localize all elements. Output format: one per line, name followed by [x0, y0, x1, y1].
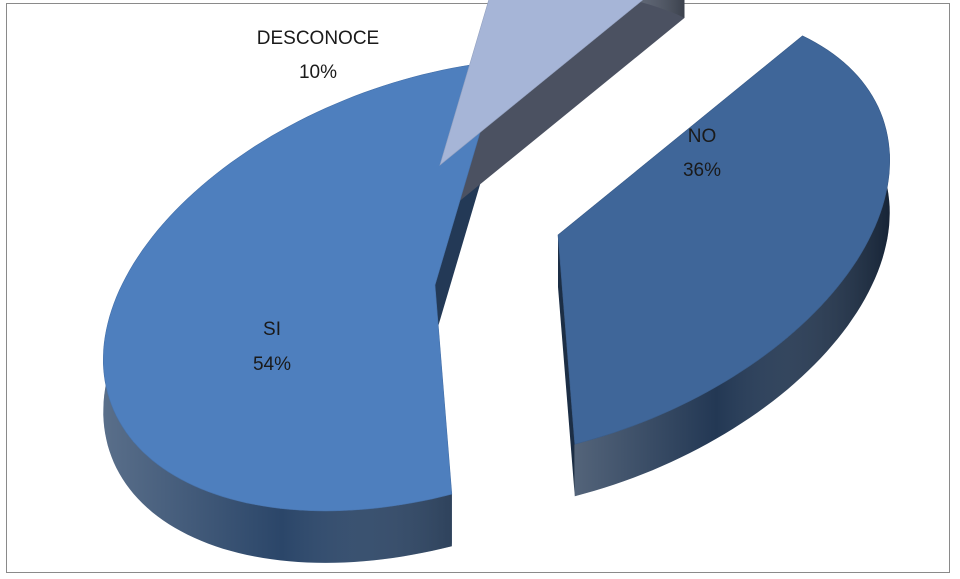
- pie-slice-si-value-label: 54%: [253, 354, 291, 375]
- pie-slice-desconoce-value-label: 10%: [299, 62, 337, 83]
- pie-slice-desconoce-wall-2: [440, 0, 685, 217]
- pie-slice-no-wall-2: [558, 235, 575, 497]
- pie-slice-no: [557, 35, 891, 445]
- pie-slice-desconoce: [439, 0, 644, 166]
- pie-slice-no-label: NO: [688, 126, 717, 147]
- pie-slice-desconoce-side-shading: [632, 0, 685, 18]
- pie-slice-si: [102, 60, 502, 512]
- pie-slice-desconoce-label: DESCONOCE: [257, 28, 379, 49]
- pie-slice-no-value-label: 36%: [683, 160, 721, 181]
- pie-slice-tops: [102, 0, 891, 512]
- pie-slice-si-label: SI: [263, 319, 281, 340]
- pie-data-labels: NO 36% SI 54% DESCONOCE 10%: [253, 28, 721, 375]
